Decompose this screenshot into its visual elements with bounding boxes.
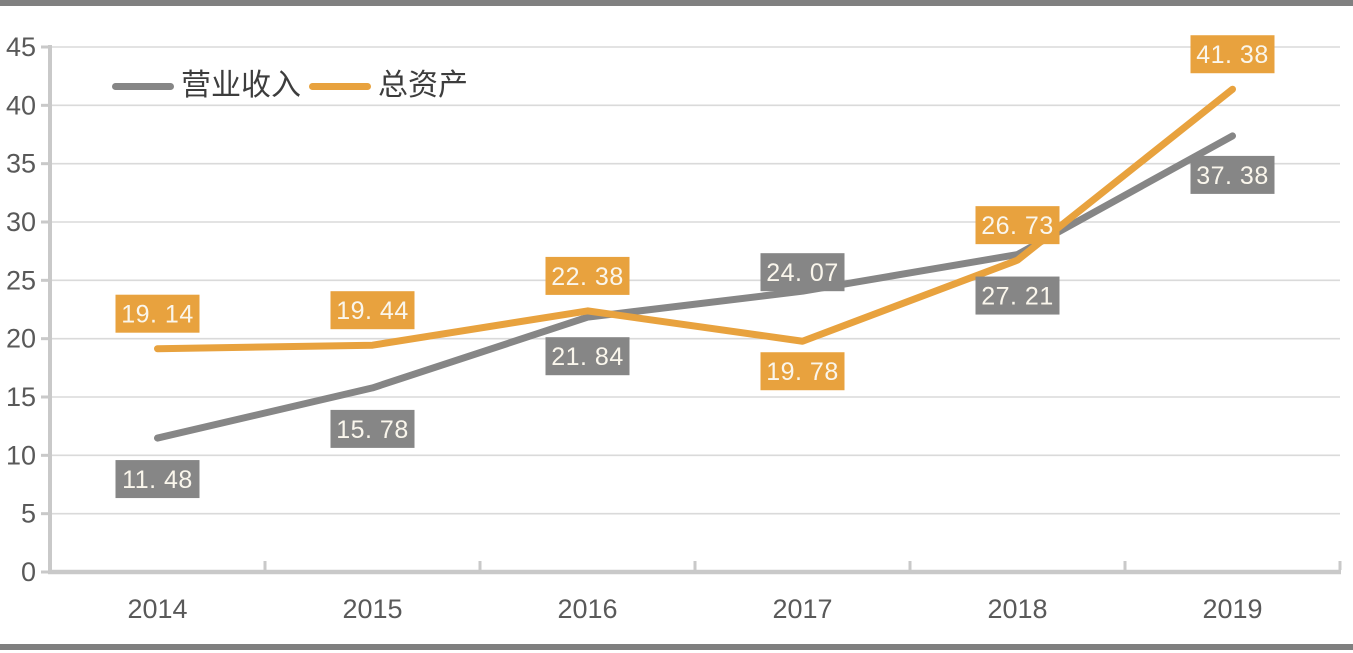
y-axis-tick-label: 40 <box>6 90 36 120</box>
y-axis-tick-label: 45 <box>6 32 36 62</box>
data-label-box <box>1190 155 1275 194</box>
data-label-box <box>330 409 415 448</box>
data-label-value: 15. 78 <box>336 416 409 444</box>
x-axis-tick-label: 2016 <box>557 594 617 624</box>
legend-item-operating-revenue: 营业收入 <box>112 66 301 106</box>
data-label-box <box>115 460 200 499</box>
data-label-box <box>760 253 845 292</box>
data-label-value: 19. 78 <box>766 358 839 386</box>
legend-item-total-assets: 总资产 <box>309 66 468 106</box>
data-label-value: 19. 14 <box>121 301 194 329</box>
y-axis-tick-label: 25 <box>6 265 36 295</box>
data-label-value: 24. 07 <box>766 259 839 287</box>
data-label-value: 27. 21 <box>981 283 1054 311</box>
y-axis-tick-label: 35 <box>6 149 36 179</box>
y-axis-tick-label: 20 <box>6 324 36 354</box>
data-label-box <box>545 256 630 295</box>
series-line-0 <box>154 132 1236 442</box>
y-axis-tick-label: 30 <box>6 207 36 237</box>
y-axis-tick-label: 15 <box>6 382 36 412</box>
y-axis-tick-label: 5 <box>21 499 36 529</box>
data-label-box <box>975 206 1060 245</box>
data-label-box <box>975 276 1060 315</box>
x-axis-tick-label: 2019 <box>1202 594 1262 624</box>
x-axis-tick-label: 2015 <box>342 594 402 624</box>
legend-swatch-gray-line <box>112 82 174 90</box>
data-label-box <box>115 294 200 333</box>
x-axis-tick-label: 2014 <box>127 594 187 624</box>
legend-label-total-assets: 总资产 <box>378 68 468 103</box>
data-label-box <box>760 352 845 391</box>
bottom-divider-bar <box>0 644 1353 650</box>
data-label-value: 11. 48 <box>122 466 193 494</box>
series-line-1 <box>154 85 1236 353</box>
data-label-value: 37. 38 <box>1196 162 1269 190</box>
x-axis-tick-label: 2017 <box>772 594 832 624</box>
top-divider-bar <box>0 0 1353 6</box>
legend-label-operating-revenue: 营业收入 <box>181 68 301 103</box>
data-label-value: 26. 73 <box>981 212 1054 240</box>
data-label-value: 21. 84 <box>551 343 624 371</box>
data-label-box <box>545 337 630 376</box>
chart-legend: 营业收入 总资产 <box>112 66 468 106</box>
data-label-value: 41. 38 <box>1196 41 1269 69</box>
y-axis-tick-label: 0 <box>21 557 36 587</box>
data-label-box <box>330 291 415 330</box>
x-axis-tick-label: 2018 <box>987 594 1047 624</box>
legend-swatch-orange-line <box>309 82 371 90</box>
y-axis-tick-label: 10 <box>6 440 36 470</box>
data-label-box <box>1190 35 1275 74</box>
data-label-value: 19. 44 <box>336 297 409 325</box>
data-label-value: 22. 38 <box>551 263 624 291</box>
